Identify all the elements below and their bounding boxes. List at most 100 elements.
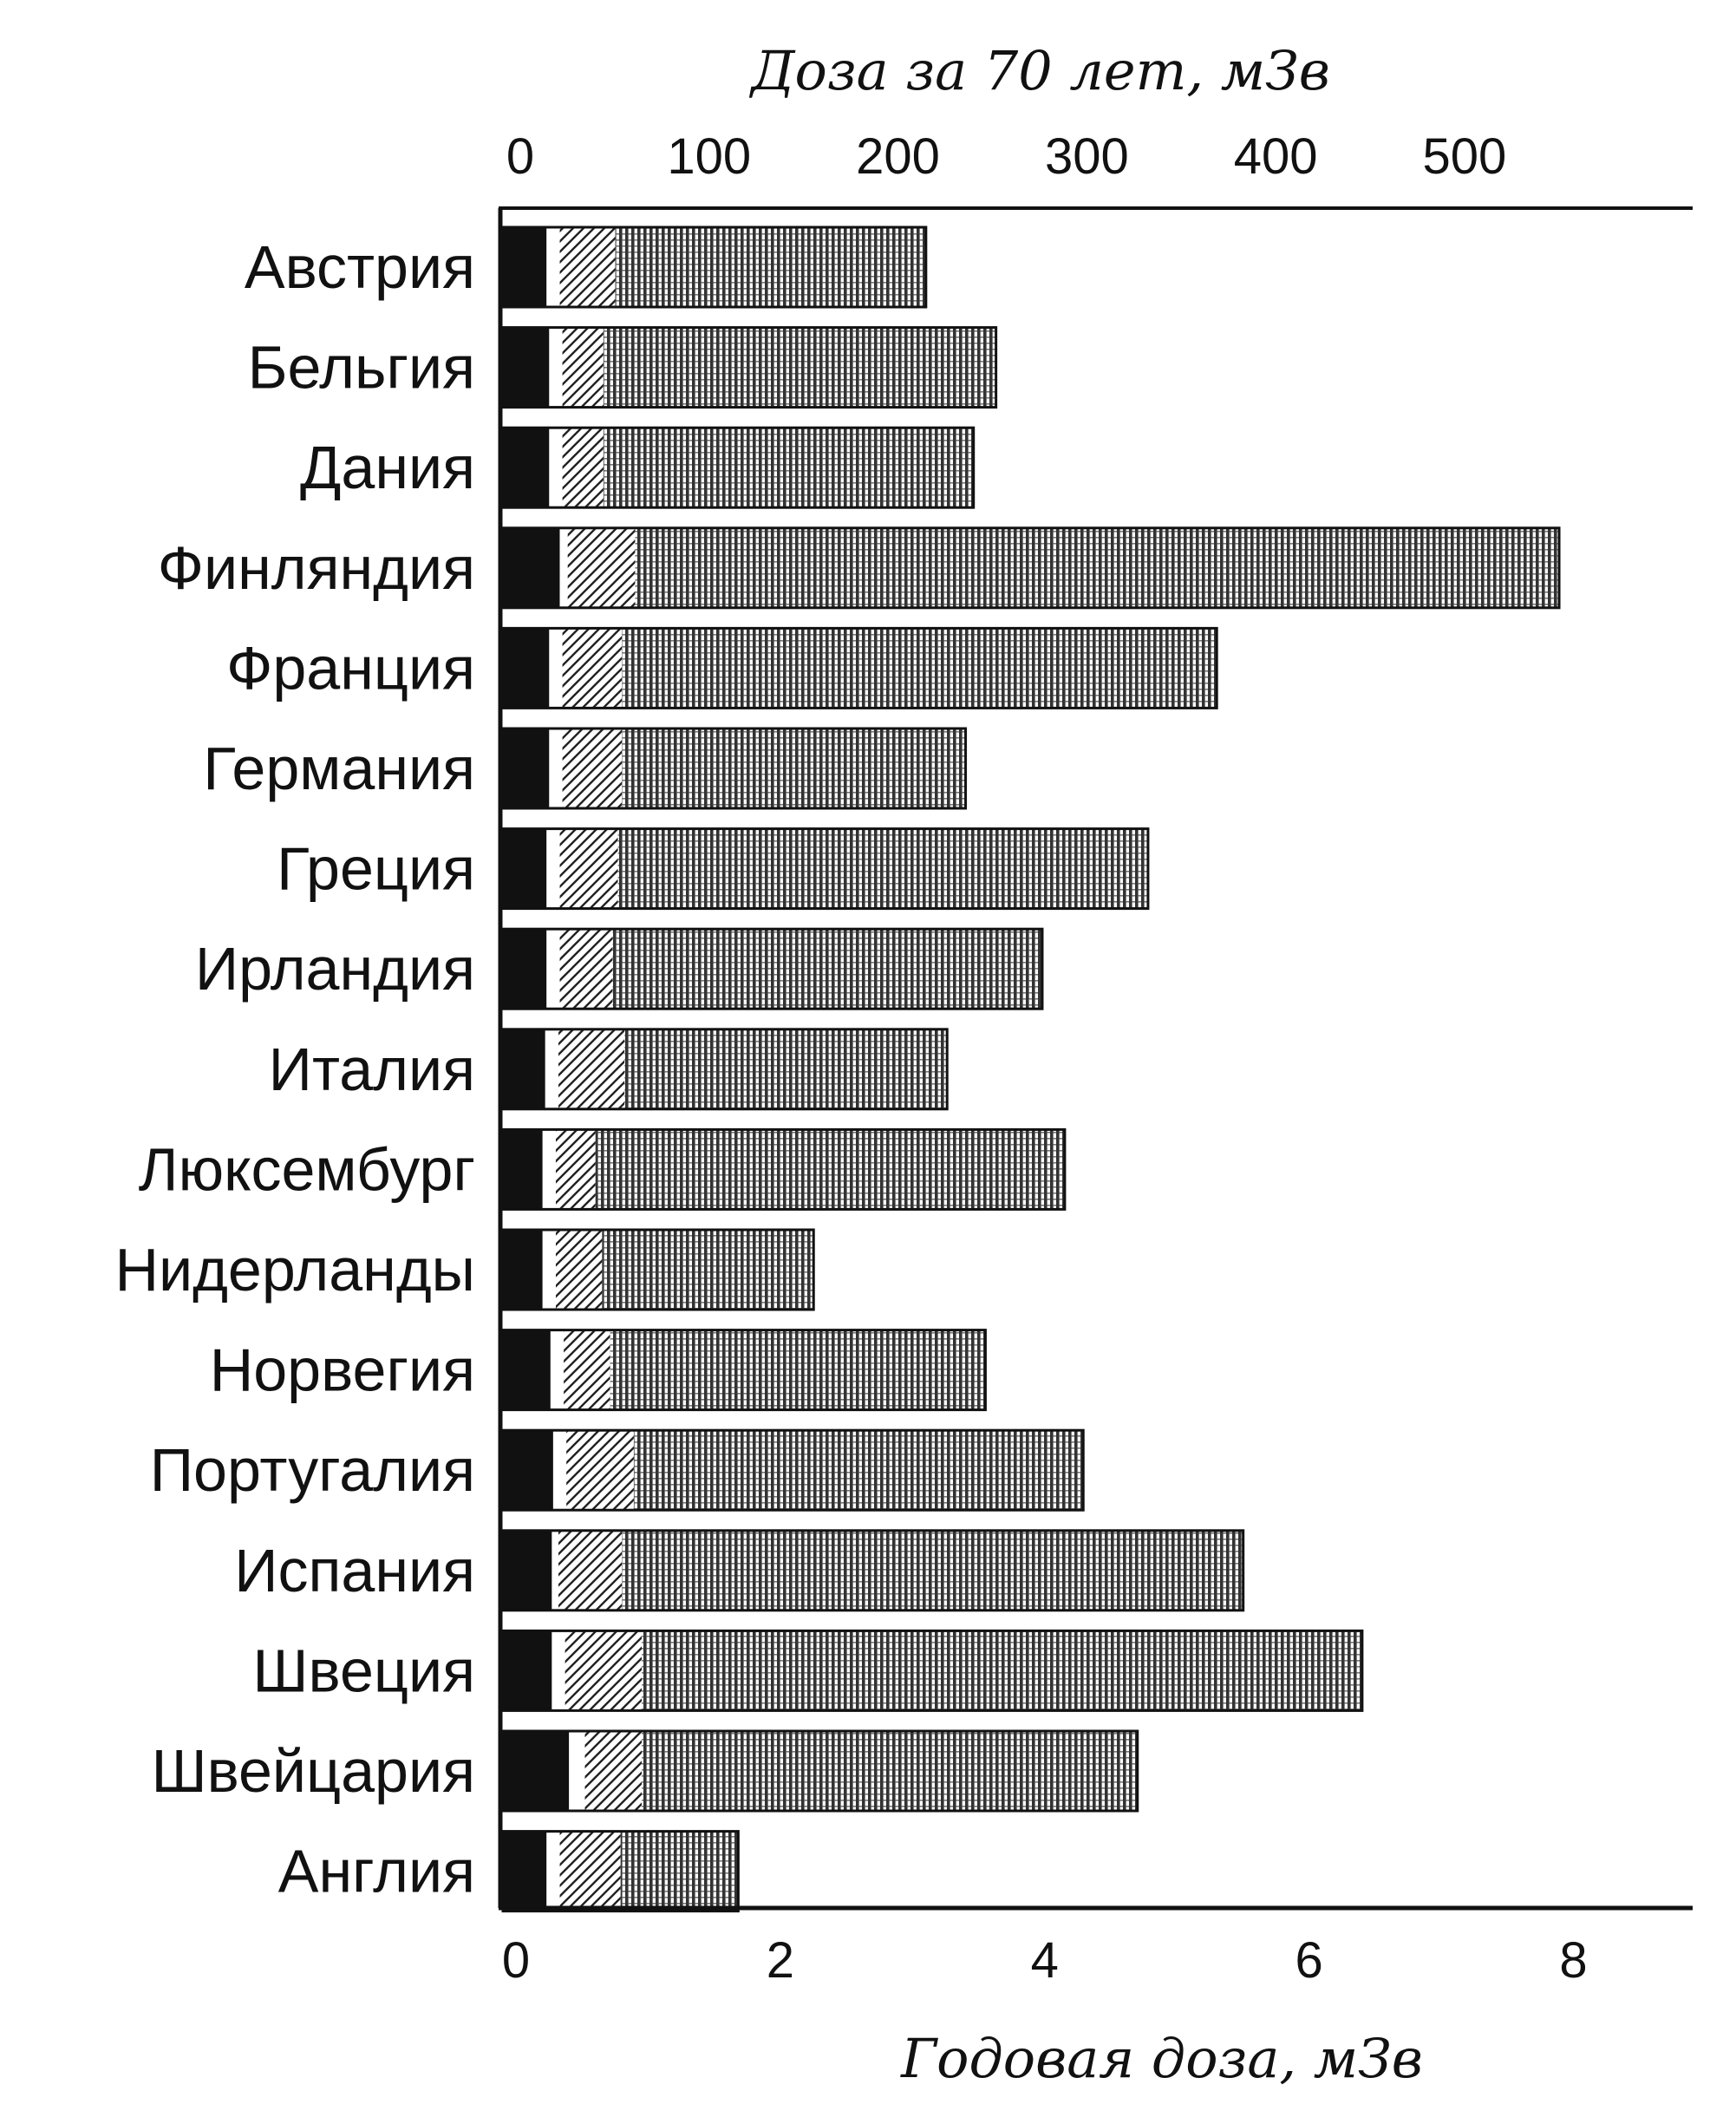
- bar-segment-white: [546, 828, 560, 909]
- top-axis-ticks: 0 100 200 300 400 500: [506, 128, 1506, 185]
- bar-segment-diagonal-hatch: [559, 227, 616, 307]
- bar-segment-solid-black: [503, 1129, 543, 1210]
- bar-outline: [501, 225, 928, 309]
- bar-segment-dense-vertical: [622, 628, 1217, 709]
- bar-outline: [501, 1329, 987, 1412]
- bar-segment-white: [546, 1831, 560, 1911]
- bar-segment-white: [559, 527, 568, 608]
- bar-segment-white: [551, 1530, 559, 1611]
- bar-segment-white: [549, 628, 563, 709]
- bar-segment-white: [542, 1129, 556, 1210]
- top-tick-label: 300: [1045, 128, 1129, 185]
- bar-segment-solid-black: [503, 1230, 543, 1310]
- bar-segment-solid-black: [503, 327, 550, 408]
- bar-segment-diagonal-hatch: [558, 1029, 625, 1109]
- category-label: Португалия: [150, 1436, 475, 1504]
- top-tick-label: 200: [856, 128, 940, 185]
- bar-segment-dense-vertical: [642, 1630, 1362, 1711]
- bottom-axis-ticks: 0 2 4 6 8: [502, 1932, 1588, 1989]
- top-tick-label: 100: [667, 128, 751, 185]
- category-label: Дания: [300, 434, 475, 501]
- bar-segment-dense-vertical: [612, 929, 1042, 1010]
- category-label: Нидерланды: [114, 1236, 475, 1304]
- top-tick-label: 0: [506, 128, 534, 185]
- bar-segment-white: [549, 729, 563, 808]
- category-label: Швеция: [252, 1637, 475, 1704]
- bar-segment-diagonal-hatch: [584, 1731, 643, 1811]
- bar-segment-dense-vertical: [615, 227, 926, 307]
- bar-segment-dense-vertical: [622, 1530, 1243, 1611]
- category-label: Австрия: [245, 233, 475, 301]
- bar-segment-solid-black: [503, 1029, 545, 1109]
- bottom-tick-label: 2: [767, 1932, 794, 1989]
- bar-segment-solid-black: [503, 1530, 552, 1611]
- bar-segment-diagonal-hatch: [565, 1630, 643, 1711]
- bar-segment-diagonal-hatch: [559, 828, 618, 909]
- bar-segment-dense-vertical: [603, 428, 974, 508]
- bottom-tick-label: 4: [1031, 1932, 1059, 1989]
- bars: [501, 225, 1561, 1913]
- bar-segment-diagonal-hatch: [555, 1230, 603, 1310]
- bar-segment-diagonal-hatch: [562, 729, 623, 808]
- top-tick-label: 500: [1422, 128, 1506, 185]
- category-label: Германия: [203, 735, 475, 802]
- bar-segment-solid-black: [503, 1831, 547, 1911]
- bar-outline: [501, 1428, 1085, 1512]
- bar-outline: [501, 626, 1218, 709]
- bar-segment-solid-black: [503, 1430, 553, 1511]
- bar-segment-diagonal-hatch: [555, 1129, 596, 1210]
- bar-segment-white: [546, 929, 560, 1010]
- bar-segment-solid-black: [503, 828, 547, 909]
- bar-outline: [501, 326, 998, 409]
- category-labels: Австрия Бельгия Дания Финляндия Франция Герма…: [114, 233, 475, 1905]
- bar-segment-white: [549, 428, 563, 508]
- bar-segment-dense-vertical: [633, 1430, 1084, 1511]
- category-label: Бельгия: [248, 334, 475, 402]
- bar-outline: [501, 426, 976, 509]
- bar-segment-white: [552, 1430, 567, 1511]
- bar-outline: [501, 827, 1150, 911]
- bar-segment-white: [550, 1330, 565, 1410]
- bar-segment-diagonal-hatch: [562, 327, 604, 408]
- bar-segment-white: [545, 1029, 559, 1109]
- category-label: Норвегия: [210, 1336, 475, 1404]
- category-label: Франция: [226, 634, 475, 702]
- top-axis-title: Доза за 70 лет, мЗв: [748, 39, 1330, 102]
- category-label: Англия: [278, 1838, 475, 1905]
- bar-segment-white: [551, 1630, 565, 1711]
- bar-segment-solid-black: [503, 1330, 551, 1410]
- bottom-tick-label: 0: [502, 1932, 530, 1989]
- bar-segment-diagonal-hatch: [567, 527, 636, 608]
- bar-outline: [501, 1127, 1067, 1211]
- bar-segment-dense-vertical: [602, 1230, 814, 1310]
- bar-segment-diagonal-hatch: [564, 1330, 610, 1410]
- category-label: Ирландия: [195, 935, 475, 1003]
- bar-segment-white: [549, 327, 563, 408]
- bar-outline: [501, 526, 1561, 610]
- bar-segment-dense-vertical: [622, 729, 966, 808]
- bar-outline: [501, 1629, 1364, 1712]
- bar-segment-dense-vertical: [624, 1029, 948, 1109]
- bar-outline: [501, 1830, 740, 1913]
- bar-segment-diagonal-hatch: [558, 1530, 623, 1611]
- bar-segment-solid-black: [503, 1630, 552, 1711]
- bottom-tick-label: 8: [1559, 1932, 1587, 1989]
- bar-segment-white: [546, 227, 560, 307]
- bar-segment-dense-vertical: [617, 828, 1148, 909]
- bar-outline: [501, 927, 1044, 1010]
- bar-segment-dense-vertical: [603, 327, 996, 408]
- bar-segment-solid-black: [503, 527, 560, 608]
- bottom-tick-label: 6: [1295, 1932, 1323, 1989]
- bar-segment-diagonal-hatch: [562, 628, 623, 709]
- bar-segment-dense-vertical: [635, 527, 1560, 608]
- bar-outline: [501, 727, 968, 810]
- category-label: Италия: [269, 1036, 475, 1103]
- bar-segment-dense-vertical: [610, 1330, 986, 1410]
- bar-segment-solid-black: [503, 929, 547, 1010]
- bar-outline: [501, 1529, 1245, 1612]
- bar-segment-solid-black: [503, 1731, 570, 1811]
- bar-outline: [501, 1729, 1139, 1813]
- bar-segment-dense-vertical: [642, 1731, 1138, 1811]
- bar-segment-dense-vertical: [595, 1129, 1065, 1210]
